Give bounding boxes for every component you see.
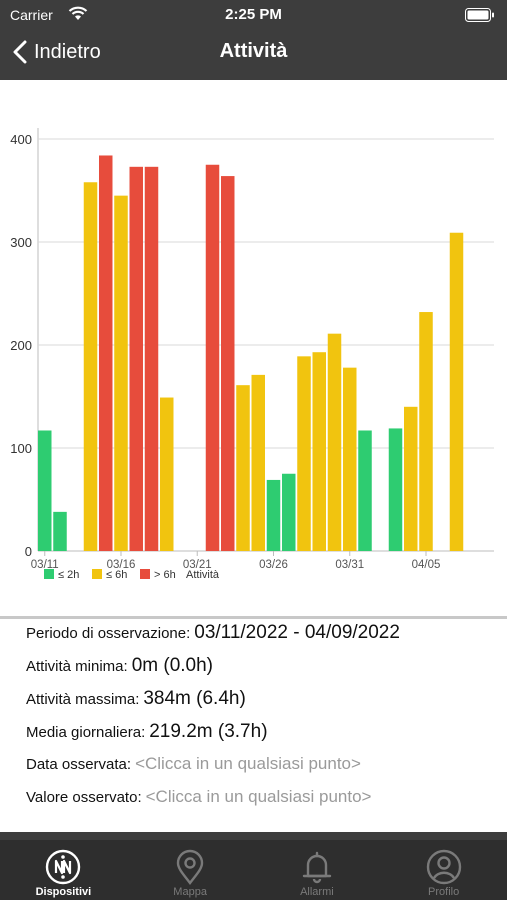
y-tick-label: 100 [10,441,32,456]
tab-profilo-label: Profilo [428,886,460,898]
back-button[interactable]: Indietro [12,36,101,68]
activity-bar-chart[interactable]: 0 100 200 300 400 03/11 03/16 03/21 03/26 03/31 04… [0,80,507,618]
bar-04-03 [388,428,403,551]
observed-date-label: Data osservata: [26,756,132,773]
wifi-icon [68,6,88,20]
back-label: Indietro [34,40,101,63]
tab-allarmi[interactable]: Allarmi [254,840,381,900]
min-activity-row: Attività minima: 0m (0.0h) [26,655,213,677]
tab-dispositivi-label: Dispositivi [35,886,92,898]
bar-03-25 [251,374,265,551]
y-tick-label: 300 [10,235,32,250]
tabbar-top-strip [0,832,507,840]
bar-03-14 [83,182,98,551]
period-label: Periodo di osservazione: [26,625,191,642]
page-title: Attività [219,40,288,62]
bar-03-23 [221,176,235,551]
bar-03-29 [312,352,326,551]
x-tick-label: 03/31 [335,559,364,571]
bar-03-22 [205,164,220,551]
daily-average-value: 219.2m (3.7h) [149,721,268,742]
max-activity-value: 384m (6.4h) [143,688,246,709]
period-value: 03/11/2022 - 04/09/2022 [194,622,400,643]
bar-03-18 [144,166,159,551]
activity-chart-area[interactable]: 0 100 200 300 400 03/11 03/16 03/21 03/26 03/31 04… [0,80,507,618]
tab-profilo[interactable]: Profilo [380,840,507,900]
min-activity-label: Attività minima: [26,658,128,675]
clock: 2:25 PM [225,6,282,23]
section-divider [0,616,507,619]
bar-03-28 [297,356,311,551]
legend-label: ≤ 2h [58,569,79,581]
bar-04-04 [404,406,418,551]
max-activity-label: Attività massima: [26,691,140,708]
bar-03-31 [343,367,357,551]
bar-03-19 [160,397,174,551]
observed-date-row: Data osservata: <Clicca in un qualsiasi p… [26,754,361,774]
observed-date-field[interactable]: <Clicca in un qualsiasi punto> [135,754,361,773]
legend-swatch [92,569,102,579]
min-activity-value: 0m (0.0h) [131,655,214,676]
status-bar: Carrier 2:25 PM [10,5,497,25]
tab-allarmi-label: Allarmi [300,886,334,898]
y-tick-label: 0 [25,544,32,559]
observed-value-row: Valore osservato: <Clicca in un qualsiasi… [26,787,372,807]
x-tick-label: 03/21 [183,559,212,571]
map-pin-icon [176,849,204,885]
bar-03-17 [129,166,143,551]
tab-dispositivi[interactable]: Dispositivi [0,840,127,900]
bar-03-12 [53,511,67,551]
tab-mappa[interactable]: Mappa [127,840,254,900]
legend-label: Attività [186,569,220,581]
x-tick-label: 04/05 [412,559,441,571]
chevron-left-icon [13,40,27,64]
bar-04-01 [358,430,372,551]
bell-icon [302,851,332,884]
bar-03-11 [38,430,52,551]
bar-03-26 [266,479,281,551]
x-tick-label: 03/26 [259,559,288,571]
app-header: Carrier 2:25 PM Indietro Attività [0,0,507,80]
bar-03-24 [236,385,250,551]
bar-03-27 [282,473,296,551]
y-tick-label: 200 [10,338,32,353]
x-tick-label: 03/16 [107,559,136,571]
legend-swatch [140,569,150,579]
devices-icon [46,849,81,885]
tab-mappa-label: Mappa [173,886,207,898]
period-row: Periodo di osservazione: 03/11/2022 - 04/… [26,622,400,644]
x-tick-label: 03/11 [31,559,59,571]
tab-bar: Dispositivi Mappa Allarmi Profilo [0,840,507,900]
bar-04-05 [419,312,433,551]
legend-swatch [44,569,54,579]
user-icon [426,849,461,885]
observed-value-field[interactable]: <Clicca in un qualsiasi punto> [145,787,372,806]
bar-03-15 [99,155,113,552]
bar-04-07 [449,232,464,552]
bar-03-16 [114,195,128,551]
bar-03-30 [327,333,342,551]
y-tick-label: 400 [10,132,32,147]
max-activity-row: Attività massima: 384m (6.4h) [26,688,246,710]
daily-average-row: Media giornaliera: 219.2m (3.7h) [26,721,268,743]
daily-average-label: Media giornaliera: [26,724,146,741]
observed-value-label: Valore osservato: [26,789,142,806]
battery-icon [465,8,494,22]
legend-label: ≤ 6h [106,569,127,581]
legend-label: > 6h [154,569,176,581]
carrier-label: Carrier [10,7,53,23]
